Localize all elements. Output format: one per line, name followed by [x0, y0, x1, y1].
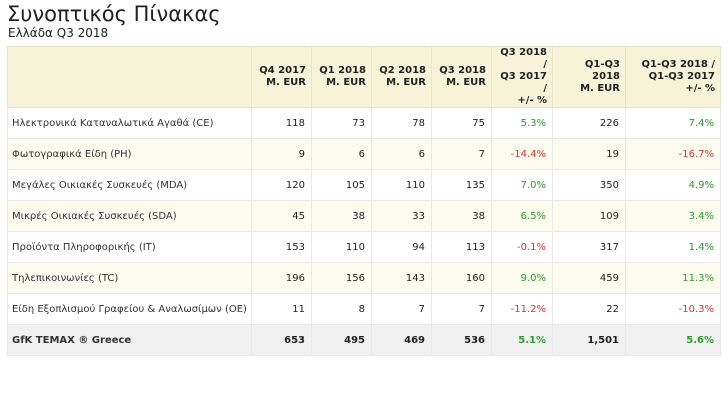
- table-total-row: GfK TEMAX ® Greece 653 495 469 536 5.1% 1,501 5…: [7, 324, 721, 356]
- table-row: Είδη Εξοπλισμού Γραφείου & Αναλωσίμων (O…: [7, 293, 721, 325]
- q2-2018-cell: 6: [371, 138, 432, 170]
- q3-change-cell: 5.1%: [491, 324, 553, 356]
- page-subtitle: Ελλάδα Q3 2018: [8, 26, 109, 40]
- q3-change-cell: -14.4%: [491, 138, 553, 170]
- table-row: Φωτογραφικά Είδη (PH) 9 6 6 7 -14.4% 19 -16.7%: [7, 138, 721, 170]
- q2-2018-cell: 7: [371, 293, 432, 325]
- q2-2018-cell: 94: [371, 231, 432, 263]
- q3-change-cell: 6.5%: [491, 200, 553, 232]
- q3-change-cell: -11.2%: [491, 293, 553, 325]
- q4-2017-cell: 118: [251, 107, 312, 139]
- q1-2018-cell: 8: [311, 293, 372, 325]
- category-cell: Ηλεκτρονικά Καταναλωτικά Αγαθά (CE): [7, 107, 252, 139]
- table-row: Προϊόντα Πληροφορικής (IT) 153 110 94 113 -0.…: [7, 231, 721, 263]
- table-row: Ηλεκτρονικά Καταναλωτικά Αγαθά (CE) 118 73…: [7, 107, 721, 139]
- header-q4-2017: Q4 2017 M. EUR: [251, 46, 312, 108]
- category-cell: Τηλεπικοινωνίες (TC): [7, 262, 252, 294]
- q1-2018-cell: 156: [311, 262, 372, 294]
- header-q3-2018: Q3 2018 M. EUR: [431, 46, 492, 108]
- q1-2018-cell: 38: [311, 200, 372, 232]
- q3-2018-cell: 536: [431, 324, 492, 356]
- q4-2017-cell: 11: [251, 293, 312, 325]
- category-cell: Μεγάλες Οικιακές Συσκευές (MDA): [7, 169, 252, 201]
- header-q1q3-2018: Q1-Q3 2018 M. EUR: [552, 46, 626, 108]
- q3-2018-cell: 113: [431, 231, 492, 263]
- q1q3-2018-cell: 350: [552, 169, 626, 201]
- q3-2018-cell: 7: [431, 138, 492, 170]
- q3-change-cell: 7.0%: [491, 169, 553, 201]
- q3-2018-cell: 135: [431, 169, 492, 201]
- q4-2017-cell: 120: [251, 169, 312, 201]
- q3-change-cell: 9.0%: [491, 262, 553, 294]
- q1-2018-cell: 495: [311, 324, 372, 356]
- q1q3-2018-cell: 226: [552, 107, 626, 139]
- table-body: Ηλεκτρονικά Καταναλωτικά Αγαθά (CE) 118 73…: [7, 107, 721, 356]
- q2-2018-cell: 469: [371, 324, 432, 356]
- q1q3-change-cell: 11.3%: [625, 262, 721, 294]
- q1q3-2018-cell: 317: [552, 231, 626, 263]
- q4-2017-cell: 196: [251, 262, 312, 294]
- q4-2017-cell: 45: [251, 200, 312, 232]
- q4-2017-cell: 9: [251, 138, 312, 170]
- q1q3-change-cell: 3.4%: [625, 200, 721, 232]
- q1-2018-cell: 6: [311, 138, 372, 170]
- header-q2-2018: Q2 2018 M. EUR: [371, 46, 432, 108]
- q1q3-change-cell: 7.4%: [625, 107, 721, 139]
- q3-change-cell: 5.3%: [491, 107, 553, 139]
- table-row: Μικρές Οικιακές Συσκευές (SDA) 45 38 33 38 6.…: [7, 200, 721, 232]
- q1q3-2018-cell: 22: [552, 293, 626, 325]
- q1q3-2018-cell: 109: [552, 200, 626, 232]
- q1-2018-cell: 73: [311, 107, 372, 139]
- table-row: Τηλεπικοινωνίες (TC) 196 156 143 160 9.0% 459 1…: [7, 262, 721, 294]
- table-header-row: Q4 2017 M. EUR Q1 2018 M. EUR Q2 2018 M. EU…: [7, 46, 721, 108]
- category-cell: Μικρές Οικιακές Συσκευές (SDA): [7, 200, 252, 232]
- q4-2017-cell: 653: [251, 324, 312, 356]
- q1-2018-cell: 105: [311, 169, 372, 201]
- q2-2018-cell: 33: [371, 200, 432, 232]
- q2-2018-cell: 78: [371, 107, 432, 139]
- category-cell: GfK TEMAX ® Greece: [7, 324, 252, 356]
- q1-2018-cell: 110: [311, 231, 372, 263]
- header-q3-change: Q3 2018 /Q3 2017 /+/- %: [491, 46, 553, 108]
- q1q3-change-cell: 1.4%: [625, 231, 721, 263]
- q1q3-change-cell: -10.3%: [625, 293, 721, 325]
- q4-2017-cell: 153: [251, 231, 312, 263]
- header-q1-2018: Q1 2018 M. EUR: [311, 46, 372, 108]
- category-cell: Είδη Εξοπλισμού Γραφείου & Αναλωσίμων (O…: [7, 293, 252, 325]
- summary-table: Q4 2017 M. EUR Q1 2018 M. EUR Q2 2018 M. EU…: [7, 46, 721, 356]
- q3-2018-cell: 160: [431, 262, 492, 294]
- q2-2018-cell: 110: [371, 169, 432, 201]
- page-title: Συνοπτικός Πίνακας: [7, 2, 221, 26]
- q3-2018-cell: 7: [431, 293, 492, 325]
- q3-2018-cell: 75: [431, 107, 492, 139]
- category-cell: Προϊόντα Πληροφορικής (IT): [7, 231, 252, 263]
- q1q3-change-cell: 4.9%: [625, 169, 721, 201]
- q1q3-2018-cell: 19: [552, 138, 626, 170]
- table-row: Μεγάλες Οικιακές Συσκευές (MDA) 120 105 110…: [7, 169, 721, 201]
- q1q3-2018-cell: 1,501: [552, 324, 626, 356]
- q3-2018-cell: 38: [431, 200, 492, 232]
- category-cell: Φωτογραφικά Είδη (PH): [7, 138, 252, 170]
- q1q3-change-cell: -16.7%: [625, 138, 721, 170]
- q1q3-change-cell: 5.6%: [625, 324, 721, 356]
- q1q3-2018-cell: 459: [552, 262, 626, 294]
- header-q1q3-change: Q1-Q3 2018 /Q1-Q3 2017 +/- %: [625, 46, 721, 108]
- header-category: [7, 46, 252, 108]
- q2-2018-cell: 143: [371, 262, 432, 294]
- q3-change-cell: -0.1%: [491, 231, 553, 263]
